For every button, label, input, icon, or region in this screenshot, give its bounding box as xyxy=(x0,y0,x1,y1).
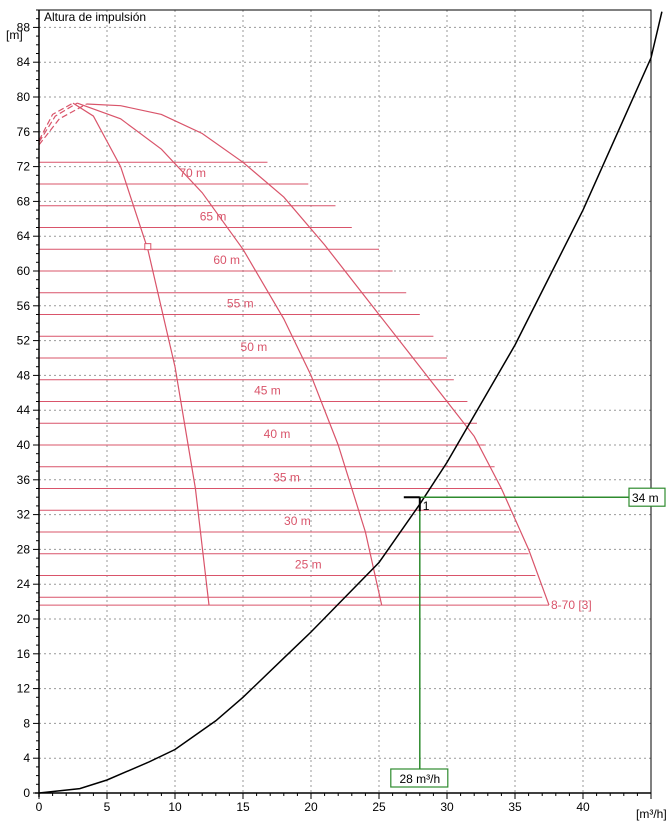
x-tick-label: 30 xyxy=(440,800,454,814)
head-label: 40 m xyxy=(264,427,291,441)
y-tick-label: 88 xyxy=(17,20,31,34)
x-tick-label: 40 xyxy=(576,800,590,814)
operating-point-label: 1 xyxy=(423,499,430,513)
y-tick-label: 28 xyxy=(17,542,31,556)
y-tick-label: 64 xyxy=(17,229,31,243)
x-tick-label: 25 xyxy=(372,800,386,814)
x-tick-label: 5 xyxy=(104,800,111,814)
pump-curve xyxy=(86,103,550,606)
x-tick-label: 15 xyxy=(236,800,250,814)
head-label-box xyxy=(628,487,666,507)
pump-name-label: 8-70 [3] xyxy=(551,598,592,612)
chart-title: Altura de impulsión xyxy=(44,10,146,24)
y-tick-label: 20 xyxy=(17,612,31,626)
y-tick-label: 12 xyxy=(17,682,31,696)
head-label: 45 m xyxy=(254,384,281,398)
operating-point-group: 1 28 m³/h 34 m xyxy=(390,487,666,788)
y-tick-label: 4 xyxy=(23,751,30,765)
x-tick-label: 20 xyxy=(304,800,318,814)
y-tick-label: 68 xyxy=(17,194,31,208)
pump-curve-dashed xyxy=(38,102,74,141)
y-tick-label: 8 xyxy=(23,716,30,730)
head-label: 70 m xyxy=(179,166,206,180)
y-tick-label: 40 xyxy=(17,438,31,452)
head-label: 65 m xyxy=(200,210,227,224)
head-label: 55 m xyxy=(227,297,254,311)
y-tick-label: 76 xyxy=(17,125,31,139)
head-labels: 70 m 65 m 60 m 55 m 50 m 45 m 40 m 35 m 30 m 25 m… xyxy=(179,166,591,612)
flow-label-box xyxy=(390,768,449,788)
pump-curve-dashed xyxy=(38,103,87,146)
y-tick-label: 24 xyxy=(17,577,31,591)
y-axis-label: [m] xyxy=(6,28,23,42)
y-tick-label: 52 xyxy=(17,334,31,348)
y-tick-label: 48 xyxy=(17,368,31,382)
flow-label: 28 m³/h xyxy=(399,772,440,786)
pump-head-lines xyxy=(39,161,549,606)
x-tick-label: 35 xyxy=(508,800,522,814)
head-label: 35 m xyxy=(273,471,300,485)
system-curve xyxy=(38,11,663,794)
y-tick-label: 16 xyxy=(17,647,31,661)
head-value-label: 34 m xyxy=(632,491,659,505)
y-tick-label: 32 xyxy=(17,508,31,522)
head-label: 60 m xyxy=(213,253,240,267)
head-label: 50 m xyxy=(241,340,268,354)
y-tick-label: 72 xyxy=(17,160,31,174)
y-tick-label: 60 xyxy=(17,264,31,278)
x-axis-label: [m³/h] xyxy=(636,807,666,821)
head-label: 30 m xyxy=(284,514,311,528)
grid xyxy=(39,10,651,793)
y-tick-label: 0 xyxy=(23,786,30,800)
axes: 0481216202428323640444852566064687276808… xyxy=(17,9,652,814)
x-tick-label: 10 xyxy=(168,800,182,814)
y-tick-label: 80 xyxy=(17,90,31,104)
curves xyxy=(38,11,663,794)
y-tick-label: 44 xyxy=(17,403,31,417)
pump-marker xyxy=(144,243,152,251)
y-tick-label: 56 xyxy=(17,299,31,313)
pump-curve xyxy=(76,102,383,606)
pump-curve-dashed xyxy=(38,102,78,143)
head-label: 25 m xyxy=(295,558,322,572)
y-tick-label: 36 xyxy=(17,473,31,487)
x-tick-label: 0 xyxy=(36,800,43,814)
y-tick-label: 84 xyxy=(17,55,31,69)
